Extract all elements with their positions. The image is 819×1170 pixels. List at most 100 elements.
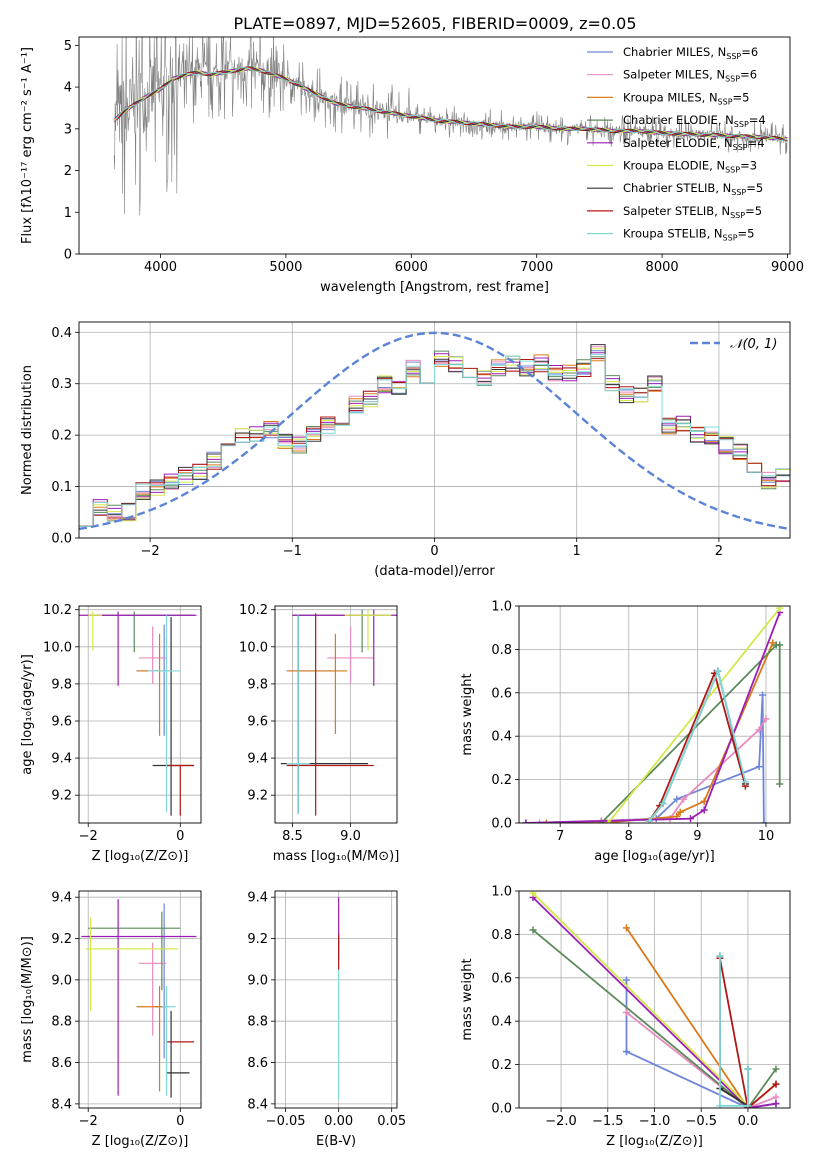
x-tick-label: 1 <box>573 544 581 559</box>
y-tick-label: 10.0 <box>239 640 268 655</box>
x-tick-label: 4000 <box>144 260 177 275</box>
weight-marker <box>755 763 763 771</box>
x-axis-label: wavelength [Angstrom, rest frame] <box>320 280 549 295</box>
plot-marks <box>113 37 788 216</box>
weight-marker <box>716 952 724 960</box>
legend-tail: =5 <box>746 181 763 195</box>
legend-tail: =3 <box>740 159 757 173</box>
y-tick-label: 10.2 <box>239 603 268 618</box>
weight-marker <box>716 1102 724 1108</box>
x-tick-label: 7 <box>556 829 564 844</box>
weight-marker <box>772 1080 780 1088</box>
y-tick-label: 0.2 <box>491 773 512 788</box>
x-axis-label: Z [log₁₀(Z/Z⊙)] <box>92 1134 189 1149</box>
weight-marker <box>622 1048 630 1056</box>
weight-marker <box>536 819 544 823</box>
y-tick-label: 3 <box>64 122 72 137</box>
y-tick-label: 4 <box>64 81 72 96</box>
weight-marker <box>529 926 537 934</box>
x-axis-label: mass [log₁₀(M/M⊙)] <box>273 849 400 864</box>
axes-frame <box>274 890 398 1109</box>
legend-entry: 𝒩(0, 1) <box>730 337 777 352</box>
legend-subscript: SSP <box>731 188 746 197</box>
weight-marker <box>522 819 530 823</box>
x-axis-label: (data-model)/error <box>374 564 495 579</box>
x-tick-label: 6000 <box>395 260 428 275</box>
histogram-step <box>79 354 790 527</box>
model-fit-line <box>113 66 788 142</box>
y-tick-label: 9.8 <box>247 677 268 692</box>
weight-marker <box>759 691 767 699</box>
x-tick-label: 8000 <box>646 260 679 275</box>
x-tick-label: 0.00 <box>324 1114 353 1129</box>
y-axis-label: mass [log₁₀(M/M⊙)] <box>20 936 35 1063</box>
panel-mass-weight-vs-age: 7 8 9 10 0.0 0.2 0.4 0.6 0.8 1.0 age [log₁₀(age/yr… <box>460 600 791 864</box>
legend-label: Kroupa STELIB, N <box>623 227 723 241</box>
weight-marker <box>714 667 722 675</box>
weight-line <box>625 1011 777 1108</box>
legend-label: Kroupa MILES, N <box>623 90 718 104</box>
weight-marker <box>776 641 784 649</box>
x-tick-label: 9.0 <box>340 829 361 844</box>
legend-entry: Chabrier STELIB, NSSP=5 <box>623 181 763 197</box>
y-tick-label: 9.4 <box>247 752 268 767</box>
x-tick-label: 9000 <box>771 260 804 275</box>
x-tick-label: −0.05 <box>266 1114 306 1129</box>
weight-line <box>607 607 781 823</box>
y-tick-label: 9.0 <box>247 973 268 988</box>
weight-marker <box>772 1065 780 1073</box>
x-tick-label: −1 <box>283 544 302 559</box>
legend-tail: =6 <box>741 45 758 59</box>
y-axis-label: Flux [fλ10⁻¹⁷ erg cm⁻² s⁻¹ A⁻¹] <box>20 47 35 244</box>
panel-age-vs-mass: 8.5 9.0 9.2 9.4 9.6 9.8 10.0 10.2 mass [log₁₀(M/… <box>239 603 400 864</box>
histogram-step <box>79 350 790 527</box>
legend-entry: Chabrier ELODIE, NSSP=4 <box>623 113 766 129</box>
y-tick-label: 0.0 <box>491 1102 512 1117</box>
y-tick-label: 8.4 <box>51 1097 72 1112</box>
y-tick-label: 0.4 <box>491 730 512 745</box>
x-axis-label: age [log₁₀(age/yr)] <box>594 849 715 864</box>
y-tick-label: 0.8 <box>491 643 512 658</box>
axes-frame <box>518 605 791 824</box>
legend-entry: Kroupa STELIB, NSSP=5 <box>623 227 754 243</box>
plot-marks <box>81 899 197 1098</box>
legend-entry: Salpeter MILES, NSSP=6 <box>623 68 757 84</box>
legend-subscript: SSP <box>726 52 741 61</box>
legend-tail: =6 <box>740 68 757 82</box>
legend-entry: Salpeter STELIB, NSSP=5 <box>623 204 762 220</box>
y-tick-label: 9.6 <box>51 714 72 729</box>
histogram-step <box>79 350 790 527</box>
legend-entry: Kroupa MILES, NSSP=5 <box>623 90 749 106</box>
weight-marker <box>755 726 763 734</box>
legend-tail: =4 <box>749 113 766 127</box>
axes-frame <box>78 321 791 539</box>
weight-marker <box>622 1009 630 1017</box>
legend-subscript: SSP <box>734 120 749 129</box>
plot-marks <box>79 331 790 531</box>
weight-marker <box>772 1100 780 1108</box>
legend-subscript: SSP <box>723 234 738 243</box>
panel-residual-histogram: −2 −1 0 1 2 0.0 0.1 0.2 0.3 0.4 (data-model)/error… <box>20 321 791 579</box>
axes-frame <box>274 605 398 824</box>
legend-subscript: SSP <box>725 75 740 84</box>
legend-subscript: SSP <box>733 143 748 152</box>
weight-marker <box>760 819 768 823</box>
weight-marker <box>622 976 630 984</box>
y-tick-label: 9.2 <box>247 789 268 804</box>
x-tick-label: −2 <box>141 544 160 559</box>
y-tick-label: 0.4 <box>51 326 72 341</box>
weight-marker <box>542 819 550 823</box>
weight-line <box>532 892 749 1107</box>
legend-subscript: SSP <box>730 211 745 220</box>
panel-mass-vs-Z: −2 0 8.4 8.6 8.8 9.0 9.2 9.4 Z [log₁₀(Z/Z⊙)] mass… <box>20 890 202 1149</box>
weight-marker <box>762 715 770 723</box>
weight-line <box>719 956 749 1107</box>
y-tick-label: 10.0 <box>43 640 72 655</box>
weight-marker <box>741 778 749 786</box>
weight-line <box>600 644 781 823</box>
axes-frame <box>78 605 202 824</box>
weight-line <box>546 642 774 823</box>
y-tick-label: 8.4 <box>247 1097 268 1112</box>
x-tick-label: 5000 <box>269 260 302 275</box>
